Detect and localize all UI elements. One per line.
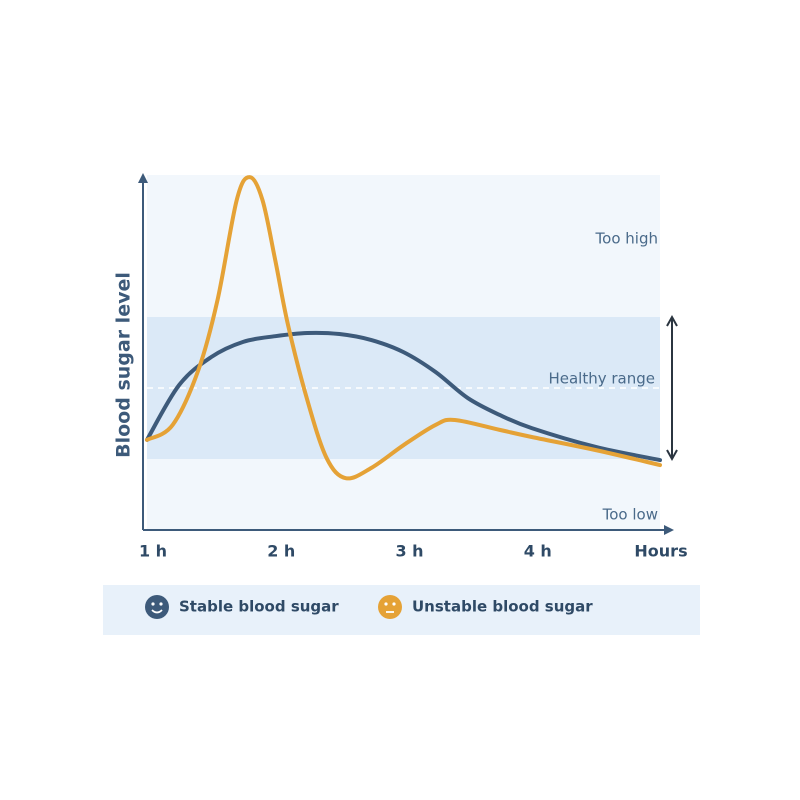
x-tick-label: 4 h [524,542,552,561]
legend-label: Unstable blood sugar [412,598,593,616]
arrow-head [666,314,678,327]
legend-icon [378,595,402,619]
legend-icon-mouth [151,609,163,614]
y-axis-label: Blood sugar level [113,272,135,458]
legend-icon [145,595,169,619]
annotation: Too high [595,230,658,248]
legend-icon-eye [159,602,163,606]
legend-icon-eye [384,602,388,606]
legend-icon-eye [392,602,396,606]
annotation: Healthy range [548,370,655,388]
x-tick-label: 2 h [267,542,295,561]
legend-item: Unstable blood sugar [378,595,593,619]
x-axis-label: Hours [634,542,687,561]
axis-arrow [138,173,148,183]
arrow-head [666,449,678,462]
series-line [145,175,662,481]
series-line [145,330,662,463]
legend-label: Stable blood sugar [179,598,339,616]
x-tick-label: 1 h [139,542,167,561]
legend-icon-eye [151,602,155,606]
legend-item: Stable blood sugar [145,595,339,619]
annotation: Too low [602,506,658,524]
x-tick-label: 3 h [395,542,423,561]
axis-arrow [664,525,674,535]
